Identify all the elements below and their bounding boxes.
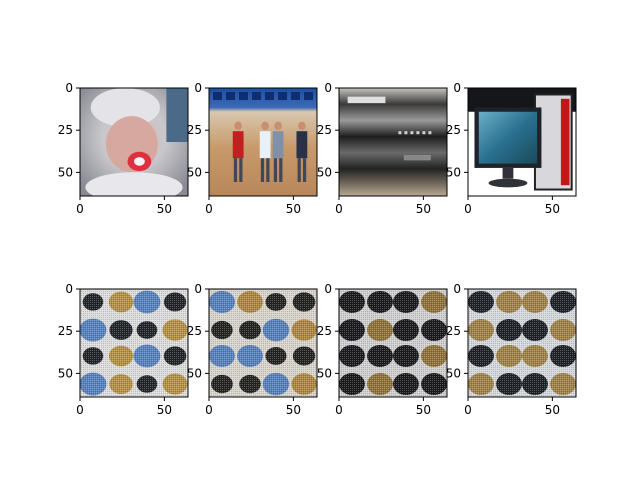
x-tick-label: 50 bbox=[545, 202, 560, 216]
x-tick-label: 0 bbox=[335, 202, 343, 216]
x-tick-label: 0 bbox=[464, 403, 472, 417]
y-tick-label: 0 bbox=[453, 81, 461, 95]
y-tick-label: 25 bbox=[317, 324, 332, 338]
x-tick-label: 0 bbox=[464, 202, 472, 216]
subplot-4: 0 50 0 25 50 bbox=[446, 81, 577, 216]
axes-frame bbox=[338, 87, 448, 197]
y-tick-label: 50 bbox=[187, 165, 202, 179]
x-tick-label: 50 bbox=[157, 202, 172, 216]
y-tick-label: 25 bbox=[317, 123, 332, 137]
y-tick-label: 50 bbox=[58, 366, 73, 380]
y-tick-label: 50 bbox=[58, 165, 73, 179]
y-tick-label: 25 bbox=[446, 324, 461, 338]
x-tick-label: 0 bbox=[76, 403, 84, 417]
image-4 bbox=[468, 88, 576, 196]
y-tick-label: 50 bbox=[317, 165, 332, 179]
y-tick-label: 25 bbox=[446, 123, 461, 137]
x-tick-label: 50 bbox=[286, 202, 301, 216]
y-tick-label: 0 bbox=[194, 81, 202, 95]
axes-frame bbox=[338, 288, 448, 398]
x-tick-label: 0 bbox=[76, 202, 84, 216]
y-tick-label: 0 bbox=[65, 81, 73, 95]
axes-frame bbox=[208, 87, 318, 197]
y-tick-label: 0 bbox=[194, 282, 202, 296]
subplot-3: 0 50 0 25 50 bbox=[317, 81, 448, 216]
image-6 bbox=[209, 289, 317, 397]
x-tick-label: 0 bbox=[205, 202, 213, 216]
subplot-7: 0 50 0 25 50 bbox=[317, 282, 448, 417]
y-tick-label: 25 bbox=[187, 324, 202, 338]
x-tick-label: 50 bbox=[286, 403, 301, 417]
axes-frame bbox=[467, 288, 577, 398]
x-tick-label: 0 bbox=[205, 403, 213, 417]
y-tick-label: 0 bbox=[324, 81, 332, 95]
y-tick-label: 25 bbox=[58, 324, 73, 338]
axes-frame bbox=[79, 87, 189, 197]
x-tick-label: 0 bbox=[335, 403, 343, 417]
x-tick-label: 50 bbox=[545, 403, 560, 417]
y-tick-label: 0 bbox=[453, 282, 461, 296]
y-tick-label: 25 bbox=[187, 123, 202, 137]
image-2 bbox=[209, 88, 317, 196]
axes-frame bbox=[208, 288, 318, 398]
y-tick-label: 50 bbox=[187, 366, 202, 380]
subplot-8: 0 50 0 25 50 bbox=[446, 282, 577, 417]
subplot-2: 0 50 0 25 50 bbox=[187, 81, 318, 216]
y-tick-label: 0 bbox=[324, 282, 332, 296]
x-tick-label: 50 bbox=[157, 403, 172, 417]
image-5 bbox=[80, 289, 188, 397]
subplot-1: 0 50 0 25 50 bbox=[58, 81, 189, 216]
image-1 bbox=[80, 88, 188, 196]
image-7 bbox=[339, 289, 447, 397]
image-8 bbox=[468, 289, 576, 397]
x-tick-label: 50 bbox=[416, 202, 431, 216]
y-tick-label: 0 bbox=[65, 282, 73, 296]
axes-frame bbox=[467, 87, 577, 197]
y-tick-label: 50 bbox=[317, 366, 332, 380]
x-tick-label: 50 bbox=[416, 403, 431, 417]
subplot-6: 0 50 0 25 50 bbox=[187, 282, 318, 417]
subplot-5: 0 50 0 25 50 bbox=[58, 282, 189, 417]
y-tick-label: 50 bbox=[446, 165, 461, 179]
axes-frame bbox=[79, 288, 189, 398]
y-tick-label: 50 bbox=[446, 366, 461, 380]
image-3 bbox=[339, 88, 447, 196]
y-tick-label: 25 bbox=[58, 123, 73, 137]
